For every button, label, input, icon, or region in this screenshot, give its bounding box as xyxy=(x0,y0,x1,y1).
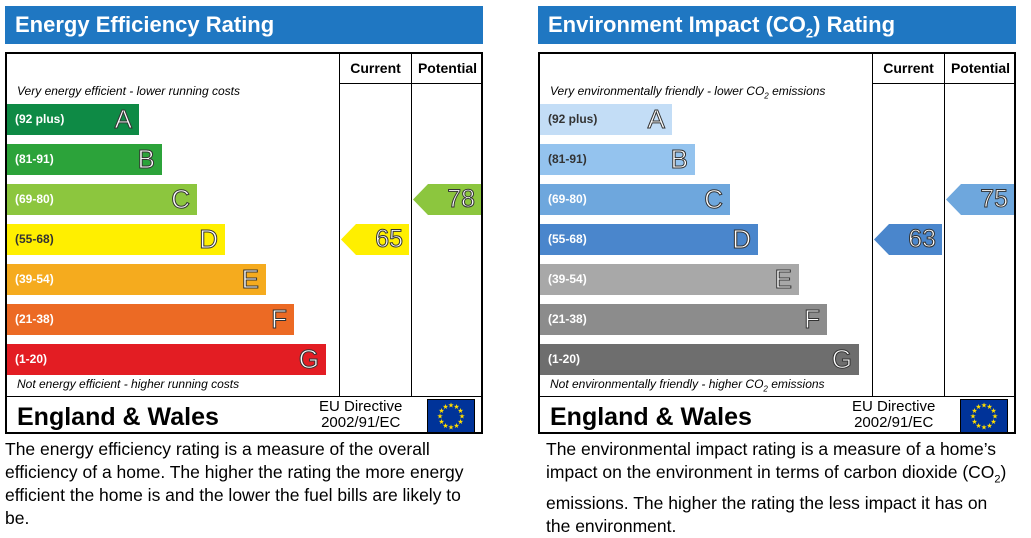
current-rating-arrow: 65 xyxy=(341,224,409,255)
region-label: England & Wales xyxy=(17,403,219,431)
potential-rating-arrow: 75 xyxy=(946,184,1014,215)
rating-frame: Current Potential Very energy efficient … xyxy=(5,52,483,434)
svg-text:★: ★ xyxy=(990,418,996,426)
rating-band-e: (39-54) E xyxy=(7,264,266,295)
band-letter: F xyxy=(271,304,288,335)
band-letter: A xyxy=(647,104,665,135)
svg-text:★: ★ xyxy=(438,407,444,415)
rating-band-e: (39-54) E xyxy=(540,264,799,295)
svg-text:★: ★ xyxy=(453,422,459,430)
band-letter: E xyxy=(241,264,259,295)
rating-band-g: (1-20) G xyxy=(540,344,859,375)
rating-band-a: (92 plus) A xyxy=(540,104,672,135)
svg-text:★: ★ xyxy=(971,418,977,426)
band-range-label: (81-91) xyxy=(548,152,587,166)
band-letter: E xyxy=(774,264,792,295)
region-label: England & Wales xyxy=(550,403,752,431)
band-range-label: (1-20) xyxy=(548,352,581,366)
potential-rating-value: 75 xyxy=(980,185,1009,214)
note-bottom: Not environmentally friendly - higher CO… xyxy=(550,377,825,394)
eu-directive: EU Directive 2002/91/EC xyxy=(319,398,403,431)
svg-text:★: ★ xyxy=(970,413,976,421)
current-column-header: Current xyxy=(350,60,401,76)
rating-band-a: (92 plus) A xyxy=(7,104,139,135)
band-range-label: (92 plus) xyxy=(15,112,65,126)
rating-band-c: (69-80) C xyxy=(7,184,197,215)
potential-rating-value: 78 xyxy=(447,185,476,214)
band-range-label: (39-54) xyxy=(548,272,587,286)
band-letter: G xyxy=(298,344,319,375)
svg-text:★: ★ xyxy=(981,402,987,410)
svg-text:★: ★ xyxy=(981,424,987,432)
band-range-label: (55-68) xyxy=(548,232,587,246)
eu-flag-icon: ★ ★ ★ ★ ★ ★ ★ ★ ★ ★ ★ ★ xyxy=(960,399,1008,433)
svg-text:★: ★ xyxy=(986,422,992,430)
svg-text:★: ★ xyxy=(457,418,463,426)
band-letter: D xyxy=(732,224,752,255)
environment-impact-panel: Environment Impact (CO2) Rating Current … xyxy=(538,6,1016,536)
note-bottom: Not energy efficient - higher running co… xyxy=(17,377,240,391)
energy-efficiency-panel: Energy Efficiency Rating Current Potenti… xyxy=(5,6,483,531)
rating-band-g: (1-20) G xyxy=(7,344,326,375)
eu-flag-icon: ★ ★ ★ ★ ★ ★ ★ ★ ★ ★ ★ ★ xyxy=(427,399,475,433)
rating-band-c: (69-80) C xyxy=(540,184,730,215)
svg-text:★: ★ xyxy=(992,413,998,421)
band-range-label: (81-91) xyxy=(15,152,54,166)
svg-text:★: ★ xyxy=(442,422,448,430)
band-letter: C xyxy=(704,184,724,215)
band-range-label: (1-20) xyxy=(15,352,48,366)
svg-text:★: ★ xyxy=(975,403,981,411)
band-range-label: (39-54) xyxy=(15,272,54,286)
band-letter: G xyxy=(831,344,852,375)
svg-text:★: ★ xyxy=(448,424,454,432)
rating-band-b: (81-91) B xyxy=(7,144,162,175)
band-letter: B xyxy=(670,144,688,175)
band-range-label: (69-80) xyxy=(15,192,54,206)
svg-text:★: ★ xyxy=(438,418,444,426)
svg-text:★: ★ xyxy=(990,407,996,415)
rating-band-f: (21-38) F xyxy=(540,304,827,335)
band-letter: F xyxy=(804,304,821,335)
svg-text:★: ★ xyxy=(971,407,977,415)
band-range-label: (69-80) xyxy=(548,192,587,206)
band-range-label: (55-68) xyxy=(15,232,54,246)
current-rating-arrow: 63 xyxy=(874,224,942,255)
svg-text:★: ★ xyxy=(459,413,465,421)
band-range-label: (92 plus) xyxy=(548,112,598,126)
band-range-label: (21-38) xyxy=(548,312,587,326)
description-text: The energy efficiency rating is a measur… xyxy=(5,439,464,528)
svg-text:★: ★ xyxy=(437,413,443,421)
svg-text:★: ★ xyxy=(986,403,992,411)
svg-text:★: ★ xyxy=(453,403,459,411)
svg-text:★: ★ xyxy=(457,407,463,415)
band-letter: C xyxy=(171,184,191,215)
potential-column-header: Potential xyxy=(950,60,1011,76)
potential-rating-arrow: 78 xyxy=(413,184,481,215)
note-top: Very environmentally friendly - lower CO… xyxy=(550,84,826,101)
current-column-header: Current xyxy=(883,60,934,76)
band-letter: A xyxy=(114,104,132,135)
panel-title: Environment Impact (CO2) Rating xyxy=(538,6,1016,44)
current-rating-value: 63 xyxy=(908,225,937,254)
rating-frame: Current Potential Very environmentally f… xyxy=(538,52,1016,434)
rating-band-b: (81-91) B xyxy=(540,144,695,175)
rating-band-d: (55-68) D xyxy=(7,224,225,255)
note-top: Very energy efficient - lower running co… xyxy=(17,84,240,98)
band-letter: B xyxy=(137,144,155,175)
band-range-label: (21-38) xyxy=(15,312,54,326)
band-letter: D xyxy=(199,224,219,255)
svg-text:★: ★ xyxy=(448,402,454,410)
current-rating-value: 65 xyxy=(375,225,404,254)
eu-directive: EU Directive 2002/91/EC xyxy=(852,398,936,431)
panel-title: Energy Efficiency Rating xyxy=(5,6,483,44)
svg-text:★: ★ xyxy=(975,422,981,430)
description-text: The environmental impact rating is a mea… xyxy=(546,439,1007,536)
rating-band-d: (55-68) D xyxy=(540,224,758,255)
potential-column-header: Potential xyxy=(417,60,478,76)
svg-text:★: ★ xyxy=(442,403,448,411)
rating-band-f: (21-38) F xyxy=(7,304,294,335)
